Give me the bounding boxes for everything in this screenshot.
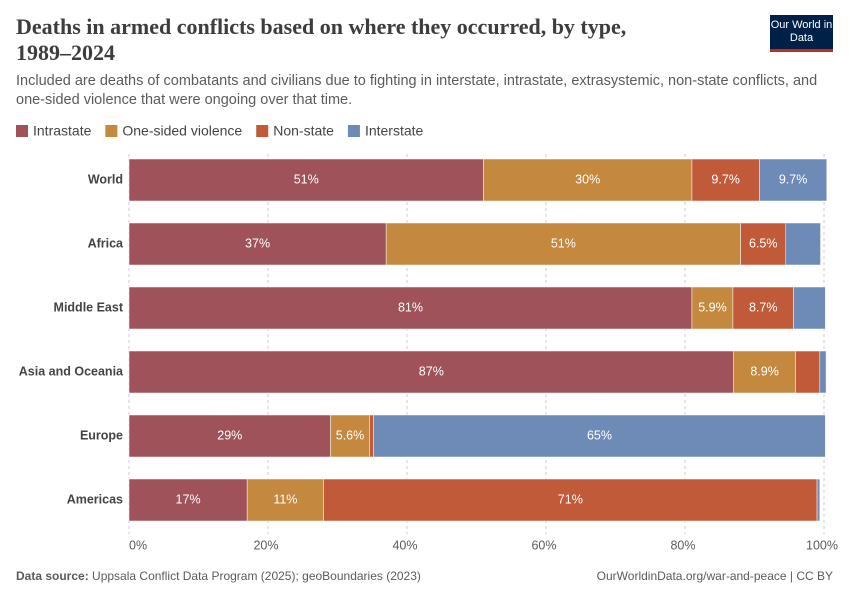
value-label: 29% [217, 428, 242, 442]
value-label: 5.9% [698, 300, 727, 314]
bar-segment [732, 286, 794, 330]
legend-label: One-sided violence [122, 123, 242, 139]
value-label: 8.7% [749, 300, 778, 314]
chart-title: Deaths in armed conflicts based on where… [16, 14, 627, 65]
value-label: 51% [294, 172, 319, 186]
category-label: Americas [67, 492, 123, 506]
value-label: 51% [551, 236, 576, 250]
bar-segment [369, 414, 374, 458]
bar-segment [128, 478, 248, 522]
legend-swatch [105, 125, 118, 137]
value-label: 65% [587, 428, 612, 442]
x-tick-label: 0% [129, 538, 147, 552]
legend-swatch [256, 125, 269, 137]
x-tick-label: 100% [806, 538, 838, 552]
category-label: Asia and Oceania [19, 364, 124, 378]
value-label: 5.6% [336, 428, 365, 442]
bar-segment [128, 222, 387, 266]
bar-segment [795, 350, 821, 394]
value-label: 9.7% [711, 172, 740, 186]
x-tick-label: 40% [392, 538, 417, 552]
bar-segment [733, 350, 796, 394]
category-label: Middle East [54, 300, 124, 314]
value-label: 37% [245, 236, 270, 250]
value-label: 6.5% [749, 236, 778, 250]
bar-segment [793, 286, 826, 330]
value-label: 17% [176, 492, 201, 506]
legend-swatch [347, 125, 360, 137]
value-label: 87% [419, 364, 444, 378]
bar-segment [330, 414, 370, 458]
bar-segment [246, 478, 324, 522]
legend-label: Non-state [273, 123, 334, 139]
source-label: Data source: [16, 569, 89, 583]
logo[interactable]: Our World in Data [770, 15, 833, 52]
legend-label: Intrastate [33, 123, 92, 139]
source-text: Uppsala Conflict Data Program (2025); ge… [92, 569, 421, 583]
x-tick-label: 60% [531, 538, 556, 552]
x-tick-label: 20% [253, 538, 278, 552]
value-label: 30% [575, 172, 600, 186]
category-label: Africa [88, 236, 124, 250]
value-label: 9.7% [779, 172, 808, 186]
bar-segment [128, 286, 693, 330]
category-label: Europe [80, 428, 123, 442]
legend-swatch [16, 125, 28, 137]
bar-segment [691, 158, 760, 202]
bar-segment [373, 414, 826, 458]
bar-segment [323, 478, 818, 522]
bar-segment [816, 478, 821, 522]
category-label: World [88, 172, 123, 186]
value-label: 71% [558, 492, 583, 506]
value-label: 11% [273, 492, 297, 506]
bar-segment [691, 286, 734, 330]
x-tick-label: 80% [670, 538, 695, 552]
legend-label: Interstate [365, 123, 424, 139]
chart-subtitle: Included are deaths of combatants and ci… [16, 73, 818, 108]
bar-segment [128, 350, 734, 394]
source: Data source: Uppsala Conflict Data Progr… [16, 569, 421, 583]
bar-segment [785, 222, 821, 266]
credit[interactable]: OurWorldinData.org/war-and-peace | CC BY [596, 569, 833, 583]
value-label: 81% [398, 300, 423, 314]
bar-segment [759, 158, 828, 202]
bar-segment [128, 414, 331, 458]
bar-segment [819, 350, 827, 394]
bar-segment [385, 222, 741, 266]
value-label: 8.9% [750, 364, 779, 378]
